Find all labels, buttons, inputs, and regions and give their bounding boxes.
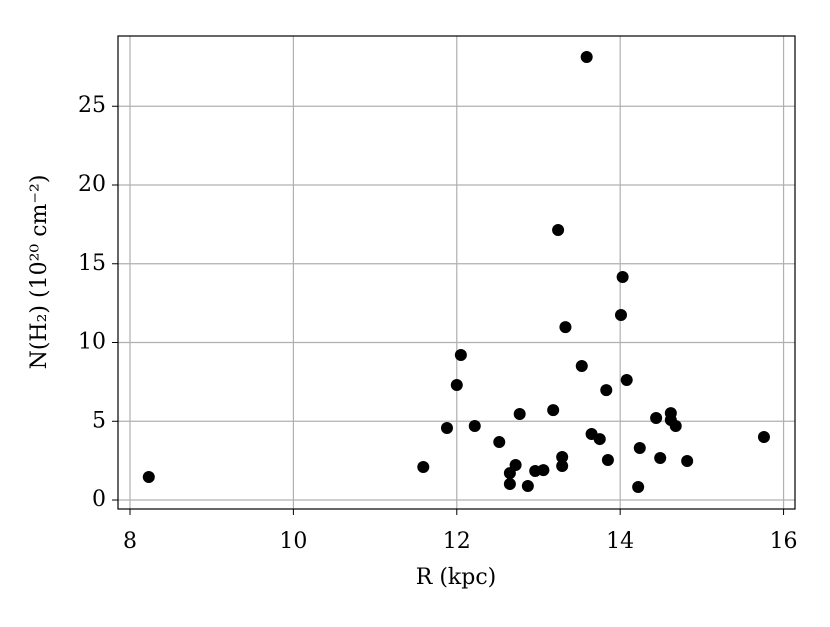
point — [556, 451, 569, 464]
y-tick-label: 5 — [92, 408, 106, 433]
point — [521, 480, 534, 493]
x-tick-label: 12 — [443, 529, 471, 554]
point — [593, 433, 606, 446]
point — [616, 270, 629, 283]
point — [537, 464, 550, 477]
point — [669, 419, 682, 432]
point — [493, 436, 506, 449]
point — [654, 451, 667, 464]
point — [633, 442, 646, 455]
x-tick-label: 8 — [123, 529, 137, 554]
point — [454, 348, 467, 361]
x-axis-label: R (kpc) — [416, 565, 496, 590]
x-tick-label: 14 — [606, 529, 634, 554]
point — [440, 422, 453, 435]
point — [468, 419, 481, 432]
point — [552, 224, 565, 237]
point — [559, 321, 572, 334]
y-tick-label: 10 — [78, 330, 106, 355]
point — [547, 404, 560, 417]
point — [503, 477, 516, 490]
point — [600, 384, 613, 397]
x-tick-label: 10 — [279, 529, 307, 554]
point — [575, 359, 588, 372]
point — [757, 431, 770, 444]
y-tick-label: 15 — [78, 251, 106, 276]
point — [620, 374, 633, 386]
y-tick-label: 25 — [78, 93, 106, 118]
point — [450, 379, 463, 392]
point — [681, 454, 694, 467]
point — [142, 471, 155, 484]
y-tick-label: 20 — [78, 172, 106, 197]
point — [650, 411, 663, 424]
y-tick-label: 0 — [92, 487, 106, 512]
point — [556, 460, 569, 472]
y-axis-label: N(H₂) (10²⁰ cm⁻²) — [27, 175, 52, 370]
point — [417, 460, 430, 473]
plot-frame — [117, 35, 796, 510]
point — [513, 408, 526, 421]
point — [580, 50, 593, 63]
point — [614, 308, 627, 321]
x-tick-label: 16 — [770, 529, 798, 554]
point — [601, 454, 614, 467]
point — [632, 480, 645, 493]
point — [509, 459, 522, 472]
